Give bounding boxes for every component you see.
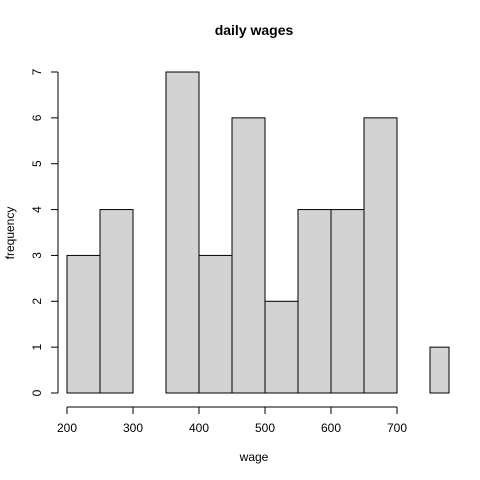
y-axis: 0 1 2 3 4 5 6 7 xyxy=(30,68,59,396)
bar-450-500 xyxy=(231,117,266,394)
y-tick-label-3: 3 xyxy=(30,252,44,259)
y-tick-label-2: 2 xyxy=(30,298,44,305)
x-tick-label-300: 300 xyxy=(123,421,143,435)
bar-200-250 xyxy=(66,254,101,394)
x-tick-label-600: 600 xyxy=(321,421,341,435)
bar-650-700 xyxy=(363,117,398,394)
bar-400-450 xyxy=(198,254,233,394)
y-axis-label: frequency xyxy=(3,207,17,260)
bar-500-550 xyxy=(264,300,299,394)
x-tick-label-400: 400 xyxy=(189,421,209,435)
bar-750-800 xyxy=(429,346,450,394)
y-tick-label-4: 4 xyxy=(30,206,44,213)
chart-title: daily wages xyxy=(215,22,294,38)
bar-350-400 xyxy=(165,71,200,394)
x-tick-label-500: 500 xyxy=(255,421,275,435)
bar-550-600 xyxy=(297,209,332,394)
bar-250-300 xyxy=(99,209,134,394)
bars-group xyxy=(66,71,450,394)
x-tick-label-700: 700 xyxy=(387,421,407,435)
y-tick-label-7: 7 xyxy=(30,68,44,75)
x-axis: 200 300 400 500 600 700 xyxy=(57,406,407,435)
y-tick-label-6: 6 xyxy=(30,114,44,121)
x-axis-label: wage xyxy=(239,450,269,464)
y-tick-label-0: 0 xyxy=(30,389,44,396)
y-tick-label-5: 5 xyxy=(30,160,44,167)
y-tick-label-1: 1 xyxy=(30,343,44,350)
x-tick-label-200: 200 xyxy=(57,421,77,435)
bar-600-650 xyxy=(330,209,365,394)
